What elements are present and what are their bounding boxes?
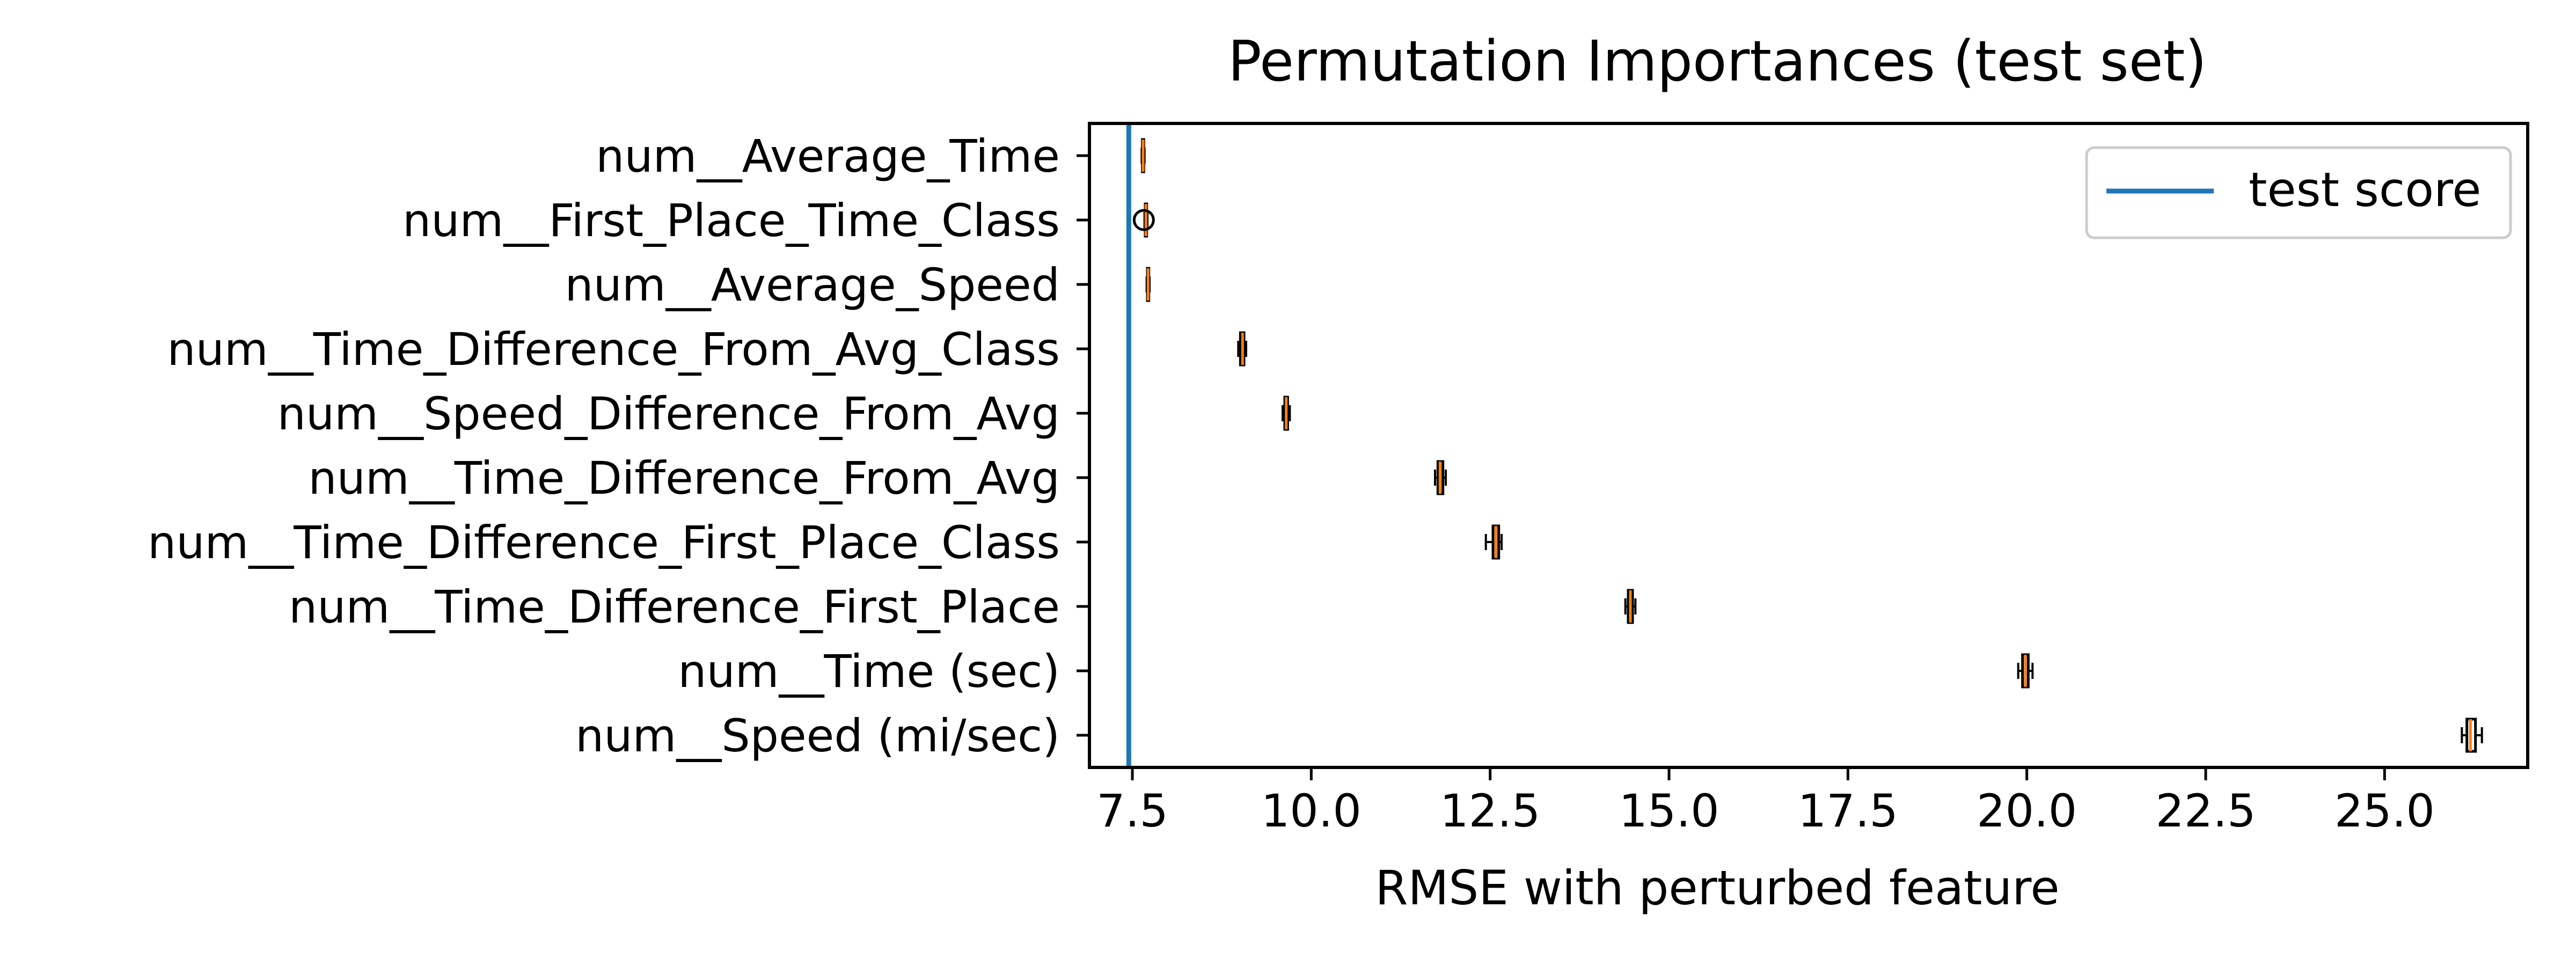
x-tick-label: 12.5 — [1440, 785, 1540, 837]
x-tick-label: 25.0 — [2334, 785, 2435, 837]
category-label: num__Time_Difference_First_Place — [289, 581, 1060, 633]
chart-title: Permutation Importances (test set) — [1228, 28, 2207, 94]
category-label: num__Speed_Difference_From_Avg — [277, 387, 1060, 440]
x-tick-label: 17.5 — [1798, 785, 1898, 837]
x-tick-label: 15.0 — [1619, 785, 1719, 837]
x-axis-label: RMSE with perturbed feature — [1375, 860, 2059, 916]
x-tick-label: 20.0 — [1977, 785, 2077, 837]
x-tick-label: 7.5 — [1096, 785, 1168, 837]
legend-box — [2085, 146, 2512, 239]
category-label: num__Average_Time — [596, 130, 1060, 182]
plot-frame — [1088, 122, 2529, 769]
x-tick-label: 22.5 — [2155, 785, 2256, 837]
category-label: num__Time_Difference_First_Place_Class — [148, 516, 1060, 569]
x-tick-label: 10.0 — [1261, 785, 1362, 837]
legend: test score — [2085, 146, 2512, 239]
category-label: num__Time_Difference_From_Avg_Class — [167, 323, 1060, 376]
category-label: num__Average_Speed — [565, 259, 1060, 311]
category-label: num__Time (sec) — [678, 645, 1060, 698]
category-label: num__Speed (mi/sec) — [575, 709, 1060, 762]
category-label: num__Time_Difference_From_Avg — [308, 452, 1060, 504]
category-label: num__First_Place_Time_Class — [402, 194, 1060, 247]
legend-label-test-score: test score — [2249, 162, 2481, 217]
box-outlier — [1132, 209, 1155, 231]
